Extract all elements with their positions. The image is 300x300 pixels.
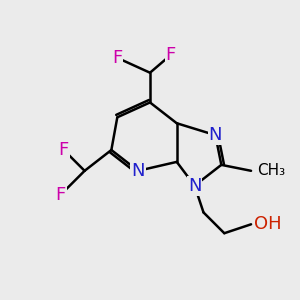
Text: N: N [208, 126, 222, 144]
Text: N: N [188, 177, 201, 195]
Text: F: F [112, 49, 122, 67]
Text: OH: OH [254, 215, 282, 233]
Text: N: N [131, 162, 145, 180]
Text: F: F [166, 46, 176, 64]
Text: CH₃: CH₃ [257, 163, 285, 178]
Text: F: F [56, 186, 66, 204]
Text: F: F [59, 141, 69, 159]
